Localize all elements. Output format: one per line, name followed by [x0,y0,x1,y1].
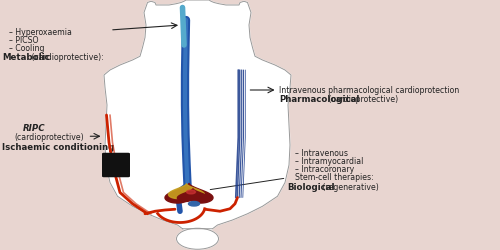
Polygon shape [168,184,204,198]
Polygon shape [104,0,291,229]
Text: Biological: Biological [288,182,335,192]
Polygon shape [178,189,208,202]
Text: (cardioprotective): (cardioprotective) [326,95,398,104]
Ellipse shape [188,202,200,206]
Text: Intravenous pharmacological cardioprotection: Intravenous pharmacological cardioprotec… [279,86,459,95]
Text: (regenerative): (regenerative) [320,182,378,192]
Text: – PICSO: – PICSO [9,36,38,45]
Text: (cardioprotective):: (cardioprotective): [29,52,104,62]
Text: RIPC: RIPC [22,124,45,133]
Circle shape [176,228,218,249]
Text: Metabolic: Metabolic [2,52,50,62]
Polygon shape [165,184,213,203]
Text: – Intramyocardial: – Intramyocardial [295,157,364,166]
Ellipse shape [186,190,196,194]
Text: Pharmacological: Pharmacological [279,95,359,104]
Text: – Cooling: – Cooling [9,44,44,53]
Text: – Intravenous: – Intravenous [295,149,348,158]
Text: – Intracoronary: – Intracoronary [295,165,354,174]
Text: Stem-cell therapies:: Stem-cell therapies: [295,173,374,182]
FancyBboxPatch shape [102,153,130,177]
Text: (cardioprotective): (cardioprotective) [14,133,84,142]
Text: Ischaemic conditioning: Ischaemic conditioning [2,142,115,152]
Text: – Hyperoxaemia: – Hyperoxaemia [9,28,72,37]
